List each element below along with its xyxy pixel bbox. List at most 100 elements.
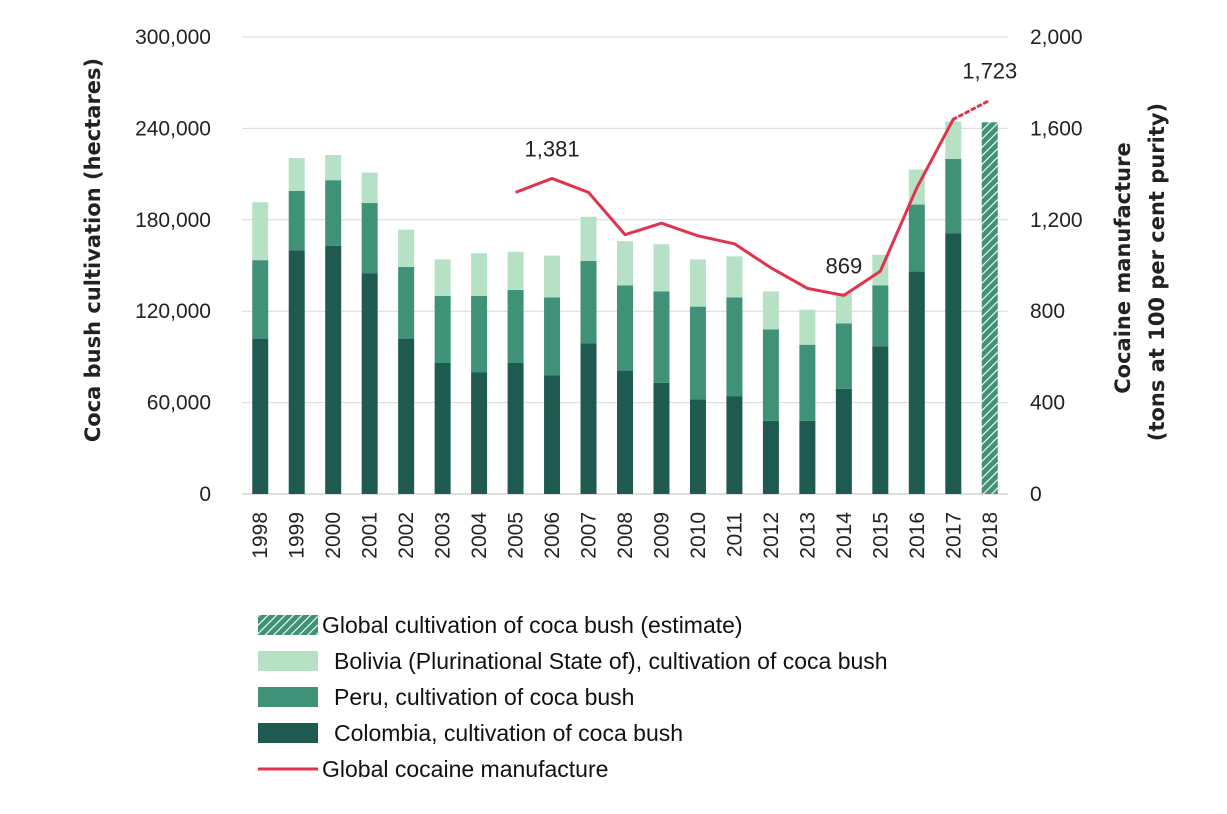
x-tick-label: 1998 xyxy=(249,512,272,559)
x-tick-label: 2005 xyxy=(505,512,528,559)
bar-segment xyxy=(653,244,670,292)
legend-label: Bolivia (Plurinational State of), cultiv… xyxy=(334,648,888,674)
bar-segment xyxy=(361,203,378,274)
y2-tick-label: 1,600 xyxy=(1030,117,1083,140)
bar-segment xyxy=(544,255,561,298)
y2-tick-label: 1,200 xyxy=(1030,209,1083,232)
bar-segment xyxy=(398,229,415,268)
x-tick-label: 2008 xyxy=(614,512,637,559)
bar-segment xyxy=(434,295,451,363)
x-tick-label: 2002 xyxy=(395,512,418,559)
x-tick-label: 2012 xyxy=(760,512,783,559)
bar-segment xyxy=(762,291,779,330)
y-axis-title: Coca bush cultivation (hectares) xyxy=(81,58,105,442)
legend-label: Global cultivation of coca bush (estimat… xyxy=(322,612,743,638)
y-tick-label: 300,000 xyxy=(135,26,211,49)
bar-segment xyxy=(580,343,597,494)
y2-axis-title-line1: Cocaine manufacture xyxy=(1111,142,1135,393)
y2-tick-label: 400 xyxy=(1030,392,1065,415)
x-tick-label: 2001 xyxy=(359,512,382,559)
bar-segment xyxy=(689,306,706,400)
bar-segment xyxy=(617,370,633,494)
x-tick-label: 2016 xyxy=(906,512,929,559)
y2-axis-title-line2: (tons at 100 per cent purity) xyxy=(1145,103,1169,441)
bar-segment xyxy=(580,216,597,261)
bar-segment xyxy=(835,388,852,494)
y-tick-label: 60,000 xyxy=(147,392,211,415)
bar-segment xyxy=(325,245,342,494)
y2-tick-label: 800 xyxy=(1030,300,1065,323)
bar-segment xyxy=(471,372,488,494)
x-tick-label: 2007 xyxy=(578,512,601,559)
x-tick-label: 2015 xyxy=(869,512,892,559)
y2-tick-label: 2,000 xyxy=(1030,26,1083,49)
bar-segment xyxy=(507,289,524,363)
bar-segment xyxy=(799,344,816,421)
bar-segment xyxy=(726,396,743,494)
x-tick-label: 2017 xyxy=(942,512,965,559)
bar-segment xyxy=(799,420,816,494)
bar-segment xyxy=(835,292,852,324)
bar-segment xyxy=(544,375,561,494)
bar-segment xyxy=(872,346,889,494)
bar-segment xyxy=(288,158,305,191)
bar-segment xyxy=(653,291,670,383)
legend-label: Peru, cultivation of coca bush xyxy=(334,684,634,710)
bar-segment xyxy=(507,362,524,494)
y-tick-label: 120,000 xyxy=(135,300,211,323)
bar-segment xyxy=(945,158,962,234)
x-tick-label: 2010 xyxy=(687,512,710,559)
value-label: 1,381 xyxy=(525,136,580,161)
y2-tick-label: 0 xyxy=(1030,483,1042,506)
bar-segment xyxy=(471,295,488,373)
bar-segment xyxy=(252,260,269,339)
bar-segment xyxy=(361,273,378,494)
bar-segment xyxy=(908,204,925,272)
bar-segment xyxy=(908,271,925,494)
value-label: 1,723 xyxy=(962,58,1017,83)
x-tick-label: 2011 xyxy=(723,512,746,557)
bar-segment xyxy=(762,420,779,494)
bar-segment xyxy=(762,329,779,421)
bar-segment xyxy=(726,256,743,298)
manufacture-line-estimate xyxy=(951,98,992,121)
legend-swatch xyxy=(258,687,318,707)
bar-segment xyxy=(361,172,378,204)
bar-segment xyxy=(471,253,488,296)
bar-segment xyxy=(325,180,342,246)
bar-segment xyxy=(617,285,633,371)
y-tick-label: 180,000 xyxy=(135,209,211,232)
bar-segment xyxy=(288,190,305,251)
bar-segment xyxy=(434,259,451,296)
bar-segment xyxy=(689,399,706,494)
bar-segment xyxy=(617,241,633,286)
value-label: 869 xyxy=(825,253,862,278)
bar-segment xyxy=(252,202,269,261)
bar-segment xyxy=(945,121,962,159)
bar-segment xyxy=(835,323,852,389)
x-tick-label: 2018 xyxy=(979,512,1002,559)
y-tick-label: 240,000 xyxy=(135,117,211,140)
x-tick-label: 1999 xyxy=(286,512,309,559)
bar-segment xyxy=(398,338,415,494)
bar-segment xyxy=(580,260,597,344)
bar-segment xyxy=(398,267,415,339)
legend-label: Colombia, cultivation of coca bush xyxy=(334,720,683,746)
bar-segment xyxy=(288,250,305,494)
x-tick-label: 2014 xyxy=(833,512,856,559)
legend-swatch xyxy=(258,651,318,671)
x-tick-label: 2000 xyxy=(322,512,345,559)
x-tick-label: 2009 xyxy=(650,512,673,559)
bar-segment xyxy=(653,382,670,494)
bar-segment xyxy=(799,309,816,345)
bar-segment xyxy=(544,297,561,376)
x-tick-label: 2006 xyxy=(541,512,564,559)
bar-segment xyxy=(981,122,998,494)
bar-segment xyxy=(434,362,451,494)
legend-swatch xyxy=(258,723,318,743)
bar-segment xyxy=(325,155,342,181)
x-tick-label: 2004 xyxy=(468,512,491,559)
bar-segment xyxy=(945,233,962,494)
